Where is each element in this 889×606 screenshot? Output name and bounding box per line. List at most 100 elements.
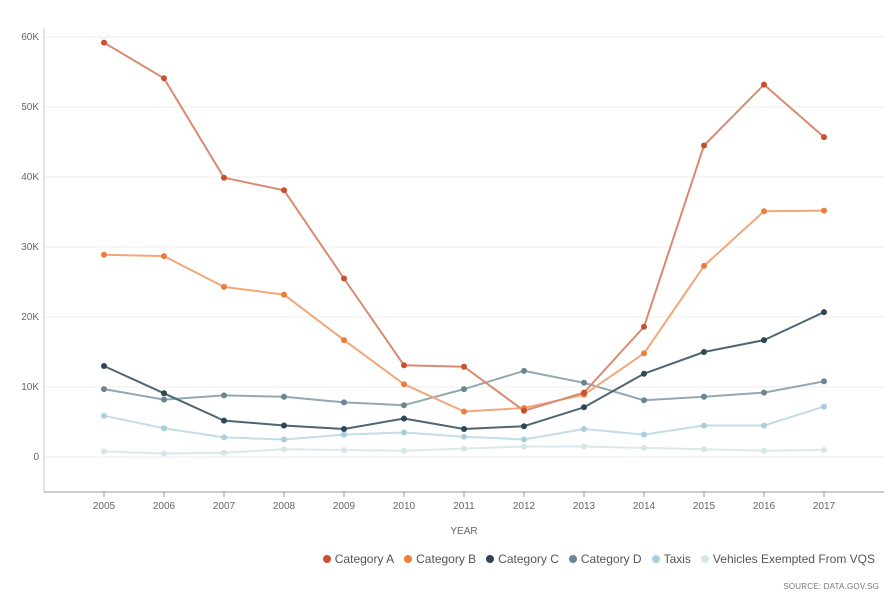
y-tick-label: 30K	[21, 242, 39, 253]
legend-label: Vehicles Exempted From VQS	[712, 552, 875, 566]
data-point[interactable]	[341, 426, 347, 432]
data-point[interactable]	[101, 448, 107, 455]
data-point[interactable]	[341, 431, 347, 438]
data-point[interactable]	[161, 75, 167, 82]
data-point[interactable]	[401, 447, 407, 454]
data-point[interactable]	[761, 389, 767, 396]
data-point[interactable]	[461, 426, 467, 432]
data-point[interactable]	[461, 363, 467, 370]
data-point[interactable]	[341, 447, 347, 453]
data-point[interactable]	[821, 378, 827, 385]
data-point[interactable]	[221, 283, 227, 290]
data-point[interactable]	[101, 386, 107, 393]
data-point[interactable]	[101, 39, 107, 46]
legend-label: Category C	[498, 552, 559, 566]
y-tick-label: 40K	[21, 172, 39, 183]
data-point[interactable]	[521, 367, 527, 374]
data-point[interactable]	[581, 389, 587, 396]
data-point[interactable]	[641, 370, 647, 377]
legend-item[interactable]: Category A	[322, 552, 395, 566]
x-tick-label: 2015	[693, 501, 716, 512]
y-tick-label: 60K	[21, 32, 39, 43]
x-tick-label: 2016	[753, 501, 776, 512]
data-point[interactable]	[701, 262, 707, 269]
data-point[interactable]	[341, 275, 347, 282]
data-point[interactable]	[221, 434, 227, 441]
data-point[interactable]	[521, 423, 527, 430]
data-point[interactable]	[761, 422, 767, 429]
data-point[interactable]	[701, 422, 707, 429]
data-point[interactable]	[101, 251, 107, 258]
data-point[interactable]	[161, 396, 167, 403]
data-point[interactable]	[401, 362, 407, 369]
x-tick-label: 2010	[393, 501, 416, 512]
data-point[interactable]	[461, 408, 467, 415]
data-point[interactable]	[221, 174, 227, 181]
data-point[interactable]	[821, 207, 827, 214]
legend-label: Category A	[334, 552, 395, 566]
series-lines	[101, 39, 827, 457]
data-point[interactable]	[341, 337, 347, 344]
data-point[interactable]	[401, 402, 407, 409]
data-point[interactable]	[161, 253, 167, 260]
data-point[interactable]	[281, 291, 287, 298]
data-point[interactable]	[101, 412, 107, 419]
data-point[interactable]	[521, 443, 527, 450]
data-point[interactable]	[221, 449, 227, 456]
data-point[interactable]	[461, 433, 467, 440]
data-point[interactable]	[401, 415, 407, 422]
data-point[interactable]	[701, 349, 707, 355]
data-point[interactable]	[641, 350, 647, 357]
data-point[interactable]	[581, 379, 587, 386]
data-point[interactable]	[821, 403, 827, 410]
data-point[interactable]	[161, 450, 167, 457]
data-point[interactable]	[281, 393, 287, 400]
legend-item[interactable]: Category C	[486, 552, 559, 566]
legend-item[interactable]: Taxis	[651, 552, 691, 566]
data-point[interactable]	[641, 323, 647, 330]
axes	[43, 28, 884, 497]
data-point[interactable]	[761, 81, 767, 88]
legend-label: Category B	[416, 552, 477, 566]
data-point[interactable]	[101, 363, 107, 369]
data-point[interactable]	[281, 422, 287, 429]
data-point[interactable]	[641, 431, 647, 438]
data-point[interactable]	[581, 404, 587, 411]
data-point[interactable]	[281, 187, 287, 194]
data-point[interactable]	[701, 393, 707, 400]
legend-item[interactable]: Vehicles Exempted From VQS	[700, 552, 875, 566]
data-point[interactable]	[641, 444, 647, 451]
data-point[interactable]	[521, 407, 527, 414]
data-point[interactable]	[701, 446, 707, 453]
data-point[interactable]	[641, 397, 647, 404]
legend-item[interactable]: Category D	[568, 552, 642, 566]
series-category-b	[101, 207, 827, 415]
data-point[interactable]	[341, 399, 347, 406]
data-point[interactable]	[401, 381, 407, 388]
data-point[interactable]	[521, 436, 527, 443]
legend-marker	[700, 555, 709, 563]
data-point[interactable]	[761, 208, 767, 215]
data-point[interactable]	[161, 425, 167, 432]
data-point[interactable]	[581, 426, 587, 432]
data-point[interactable]	[581, 443, 587, 450]
data-point[interactable]	[701, 142, 707, 149]
data-point[interactable]	[761, 447, 767, 454]
legend-label: Taxis	[663, 552, 691, 566]
data-point[interactable]	[821, 134, 827, 141]
data-point[interactable]	[221, 417, 227, 424]
data-point[interactable]	[281, 436, 287, 443]
data-point[interactable]	[401, 429, 407, 436]
data-point[interactable]	[281, 446, 287, 453]
data-point[interactable]	[161, 390, 167, 397]
x-tick-label: 2017	[813, 501, 836, 512]
data-point[interactable]	[461, 386, 467, 393]
legend-item[interactable]: Category B	[404, 552, 476, 566]
data-point[interactable]	[821, 447, 827, 453]
source-note: SOURCE: DATA.GOV.SG	[783, 582, 879, 591]
data-point[interactable]	[821, 309, 827, 316]
data-point[interactable]	[761, 337, 767, 344]
data-point[interactable]	[221, 392, 227, 399]
data-point[interactable]	[461, 445, 467, 452]
